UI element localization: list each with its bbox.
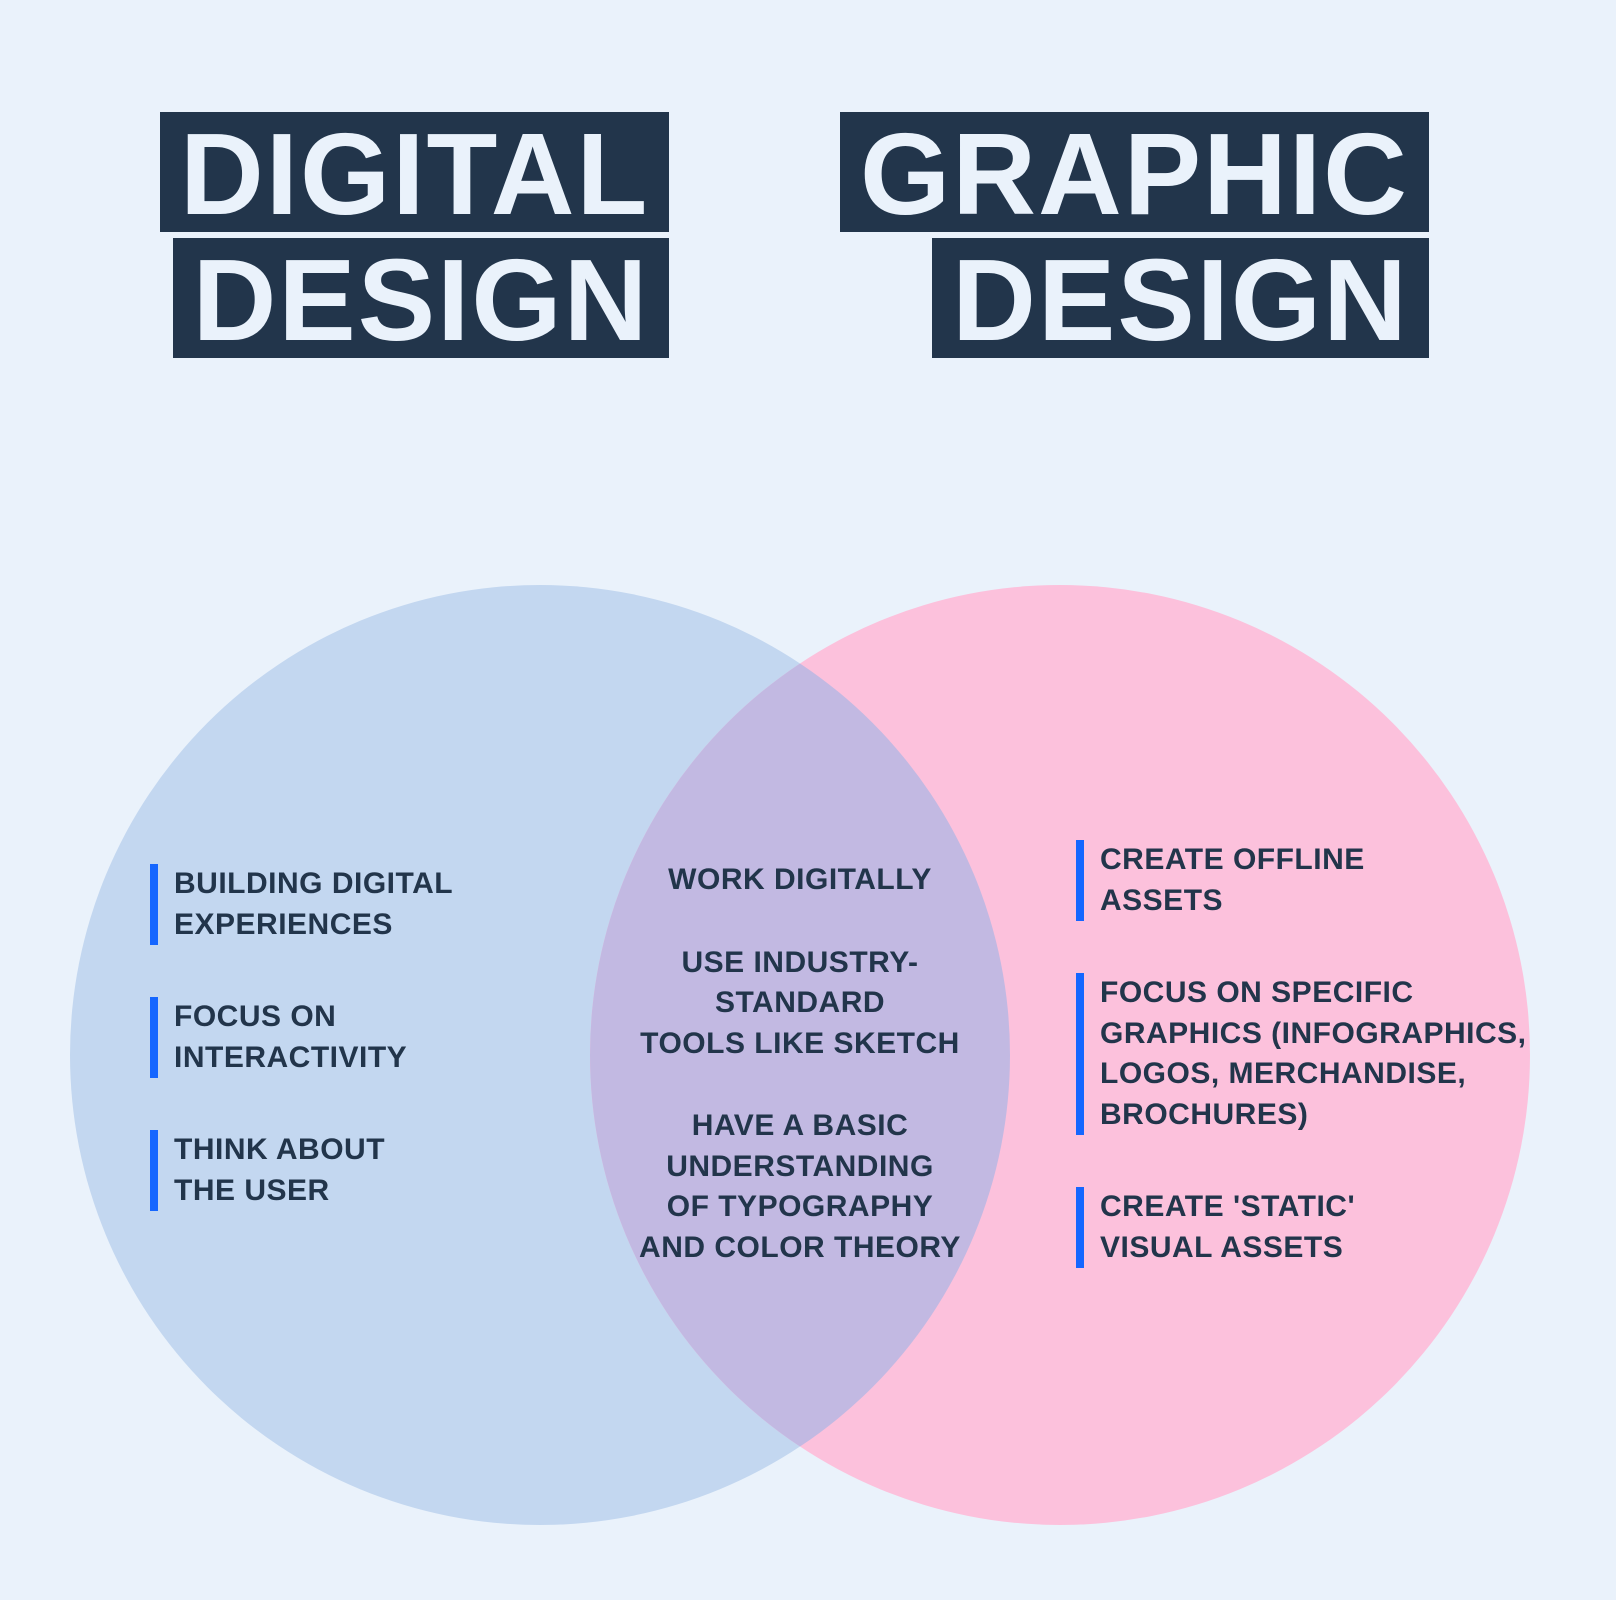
venn-diagram bbox=[0, 0, 1616, 1600]
venn-canvas: DIGITAL DESIGN GRAPHIC DESIGN BUILDING D… bbox=[0, 0, 1616, 1600]
overlap-list: WORK DIGITALLY USE INDUSTRY-STANDARD TOOL… bbox=[610, 860, 990, 1268]
list-item: CREATE 'STATIC' VISUAL ASSETS bbox=[1076, 1187, 1527, 1268]
overlap-item: HAVE A BASIC UNDERSTANDING OF TYPOGRAPHY… bbox=[610, 1106, 990, 1268]
overlap-item: USE INDUSTRY-STANDARD TOOLS LIKE SKETCH bbox=[610, 943, 990, 1065]
list-item: BUILDING DIGITAL EXPERIENCES bbox=[150, 864, 453, 945]
list-item: CREATE OFFLINE ASSETS bbox=[1076, 840, 1527, 921]
list-item: THINK ABOUT THE USER bbox=[150, 1130, 453, 1211]
graphic-design-list: CREATE OFFLINE ASSETS FOCUS ON SPECIFIC G… bbox=[1076, 840, 1527, 1268]
digital-design-list: BUILDING DIGITAL EXPERIENCES FOCUS ON INT… bbox=[150, 864, 453, 1211]
list-item: FOCUS ON INTERACTIVITY bbox=[150, 997, 453, 1078]
list-item: FOCUS ON SPECIFIC GRAPHICS (INFOGRAPHICS… bbox=[1076, 973, 1527, 1135]
overlap-item: WORK DIGITALLY bbox=[610, 860, 990, 901]
